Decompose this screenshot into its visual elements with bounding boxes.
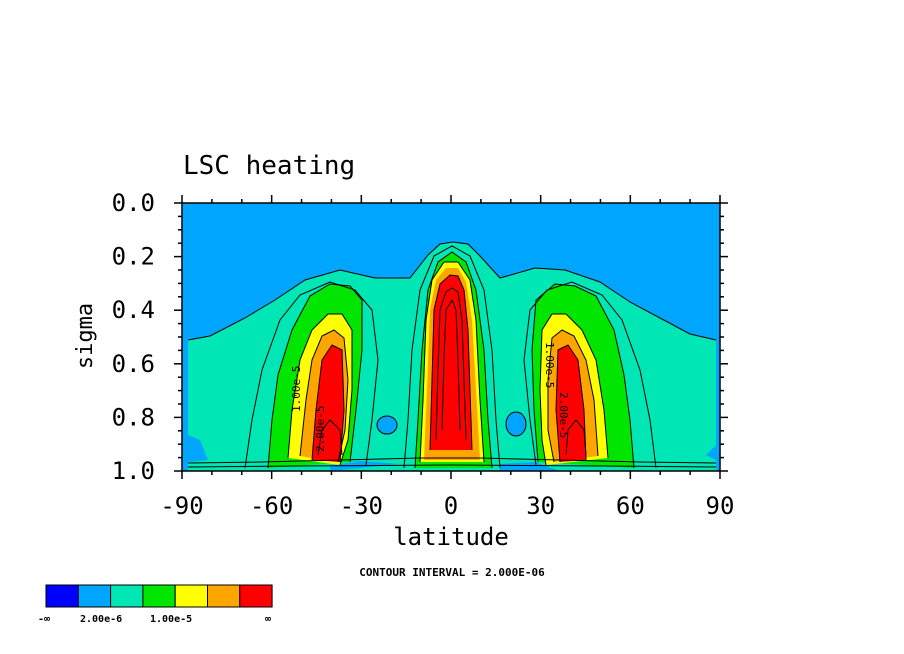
contour-label-group: 1.00e-5 2.00e-5 1.00e-5 2.00e-5 [290, 342, 570, 452]
colorbar-label-neg-inf: -∞ [38, 614, 50, 625]
colorbar-label-low: 2.00e-6 [80, 614, 122, 625]
right-cell-red [556, 345, 586, 462]
surface-sky-right [500, 462, 560, 471]
colorbar-label-pos-inf: ∞ [265, 614, 271, 625]
blob-sky-left [377, 416, 397, 434]
contour-label-right-outer: 1.00e-5 [543, 342, 556, 388]
contour-label-right-inner: 2.00e-5 [557, 392, 570, 438]
y-tick-labels: 0.0 0.2 0.4 0.6 0.8 1.0 [112, 189, 155, 485]
y-axis-label: sigma [73, 303, 98, 369]
x-axis-label: latitude [393, 523, 509, 551]
y-tick-label: 0.4 [112, 296, 155, 324]
colorbar-swatch [207, 584, 241, 608]
x-tick-label: 0 [444, 492, 458, 520]
contour-label-left-outer: 1.00e-5 [290, 366, 303, 412]
left-cell-red [312, 345, 344, 462]
axis-ticks [174, 195, 728, 479]
x-tick-labels: -90 -60 -30 0 30 60 90 [160, 492, 734, 520]
corner-sky-left [188, 435, 208, 462]
blob-sky-right [506, 412, 526, 436]
x-tick-label: 60 [616, 492, 645, 520]
colorbar-labels: -∞ 2.00e-6 1.00e-5 ∞ [38, 614, 271, 625]
y-tick-label: 1.0 [112, 457, 155, 485]
x-tick-label: 90 [706, 492, 735, 520]
contour-fill [182, 203, 720, 471]
x-tick-label: -60 [250, 492, 293, 520]
corner-sky-right [706, 445, 716, 460]
colorbar-swatch [142, 584, 176, 608]
colorbar [45, 584, 273, 608]
colorbar-label-high: 1.00e-5 [150, 614, 192, 625]
colorbar-swatch [174, 584, 208, 608]
colorbar-swatch [239, 584, 273, 608]
colorbar-swatch [77, 584, 112, 608]
x-tick-label: -30 [340, 492, 383, 520]
contour-interval-note: CONTOUR INTERVAL = 2.000E-06 [359, 566, 545, 579]
x-tick-label: 30 [526, 492, 555, 520]
colorbar-swatch [45, 584, 79, 608]
chart-title: LSC heating [183, 151, 355, 181]
y-tick-label: 0.8 [112, 403, 155, 431]
colorbar-swatch [110, 584, 144, 608]
contour-label-left-inner: 2.00e-5 [314, 406, 327, 452]
y-tick-label: 0.6 [112, 350, 155, 378]
y-tick-label: 0.0 [112, 189, 155, 217]
y-tick-label: 0.2 [112, 243, 155, 271]
contour-lines [187, 241, 717, 469]
x-tick-label: -90 [160, 492, 203, 520]
